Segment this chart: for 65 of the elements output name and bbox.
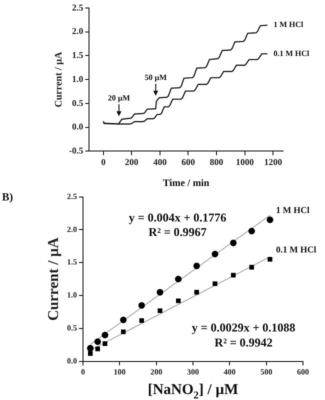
x-tick-label: 200 <box>124 156 139 167</box>
x-tick-label: 0 <box>81 367 85 376</box>
x-tick-label: 1200 <box>264 156 283 167</box>
annotation: y = 0.004x + 0.1776 <box>128 210 226 224</box>
series-label: 0.1 M HCl <box>273 48 310 58</box>
y-tick-label: 1.5 <box>67 258 77 267</box>
x-tick-label: 600 <box>181 156 196 167</box>
point <box>194 290 199 295</box>
point <box>212 281 218 286</box>
point <box>230 240 237 246</box>
x-tick-label: 500 <box>260 367 272 376</box>
x-tick-label: 0 <box>101 156 106 167</box>
annotation: 20 µM <box>108 93 130 102</box>
x-tick-label: 600 <box>297 367 309 376</box>
x-tick-label: 300 <box>187 367 199 376</box>
point <box>102 341 108 346</box>
y-tick-label: 0.5 <box>72 98 84 108</box>
y-tick-label: 1.0 <box>67 290 77 300</box>
point <box>88 351 93 356</box>
point <box>193 262 200 270</box>
point <box>121 329 126 334</box>
y-tick-label: 1.5 <box>72 50 84 60</box>
point <box>94 338 101 345</box>
point <box>138 302 145 309</box>
x-tick-label: 400 <box>153 156 168 167</box>
point <box>139 318 144 323</box>
x-tick-label: 800 <box>210 156 224 167</box>
y-tick-label: 2.5 <box>67 192 77 201</box>
point <box>156 288 164 296</box>
point <box>266 216 274 224</box>
y-tick-label: 1.0 <box>72 74 84 84</box>
x-tick-label: 200 <box>150 367 162 376</box>
point <box>248 228 255 234</box>
y-tick-label: 0.5 <box>67 324 77 333</box>
x-tick-label: 1000 <box>236 156 254 167</box>
point <box>120 316 127 324</box>
y-tick-label: 0.0 <box>72 122 84 132</box>
point <box>176 298 181 304</box>
point <box>175 276 182 282</box>
series-label: 0.1 M HCl <box>276 244 317 255</box>
annotation: y = 0.0029x + 0.1088 <box>192 320 296 335</box>
y-tick-label: 2.0 <box>67 224 77 234</box>
x-axis-title: Time / min <box>162 178 210 189</box>
x-tick-label: 100 <box>114 367 126 376</box>
point <box>231 272 236 278</box>
y-tick-label: 0.0 <box>67 356 77 366</box>
point <box>158 308 162 314</box>
point <box>212 250 218 258</box>
y-axis-title: Current / µA <box>54 51 65 108</box>
y-tick-label: -0.5 <box>68 146 84 156</box>
annotation: R² = 0.9942 <box>214 335 273 350</box>
x-tick-label: 400 <box>224 367 236 376</box>
point <box>268 257 272 262</box>
point <box>95 346 100 352</box>
text: B) <box>2 191 14 204</box>
y-tick-label: 2.0 <box>72 26 84 36</box>
y-tick-label: 2.5 <box>72 2 84 12</box>
annotation: R² = 0.9967 <box>148 225 207 240</box>
point <box>87 344 94 352</box>
series-label: 1 M HCl <box>273 20 304 30</box>
point <box>102 332 108 338</box>
annotation: 50 µM <box>144 72 168 82</box>
y-axis-title: Current / µA <box>46 237 62 321</box>
point <box>249 264 254 270</box>
series-label: 1 M HCl <box>276 205 310 216</box>
